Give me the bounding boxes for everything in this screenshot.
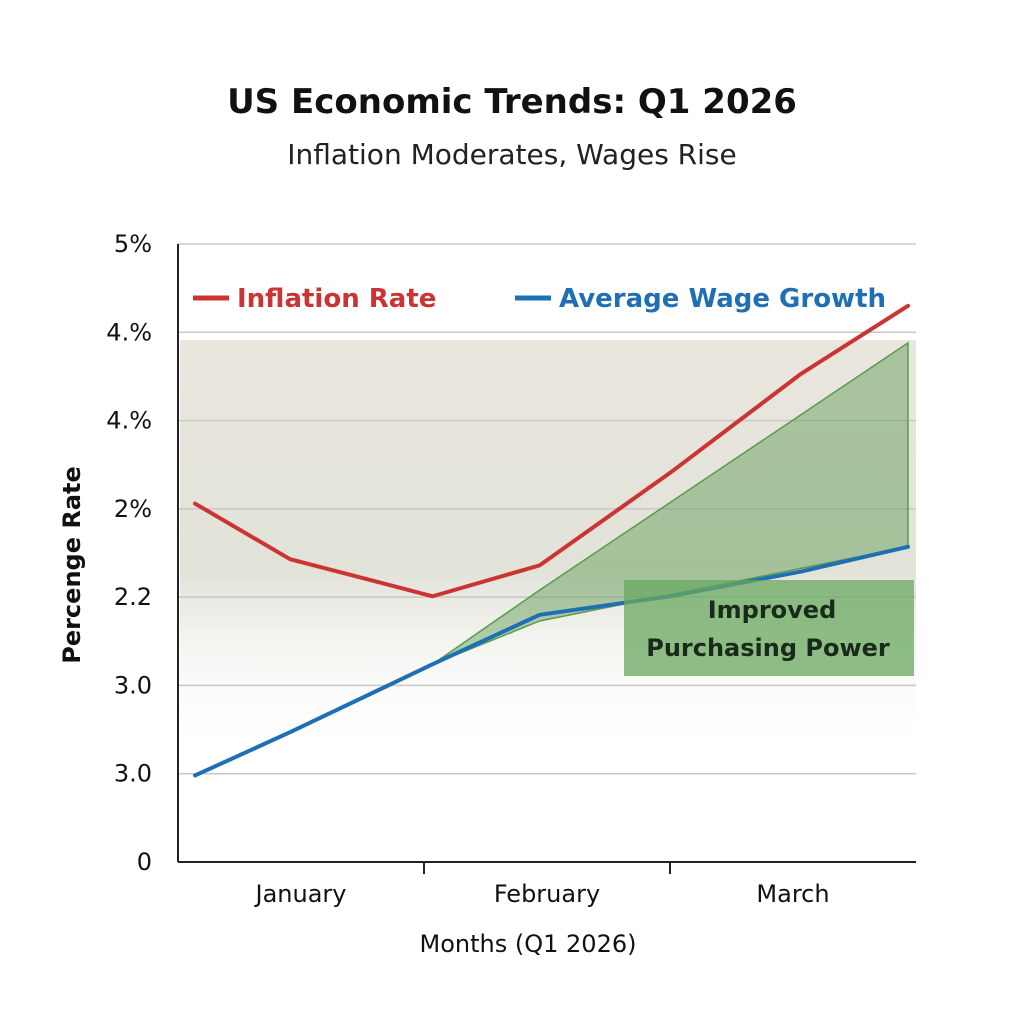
y-tick-label: 5% bbox=[114, 230, 152, 258]
axes bbox=[177, 244, 916, 874]
wage-growth-line bbox=[193, 544, 910, 778]
x-axis-title: Months (Q1 2026) bbox=[420, 930, 637, 958]
x-tick-label: February bbox=[494, 880, 600, 908]
y-tick-label: 2.2 bbox=[114, 583, 152, 611]
y-tick-label: 3.0 bbox=[114, 760, 152, 788]
annotation: Improved Purchasing Power bbox=[624, 580, 914, 676]
x-tick-label: March bbox=[756, 880, 829, 908]
y-tick-label: 0 bbox=[137, 848, 152, 876]
chart-subtitle: Inflation Moderates, Wages Rise bbox=[287, 138, 737, 171]
legend: Inflation Rate Average Wage Growth bbox=[193, 284, 886, 314]
annotation-line-2: Purchasing Power bbox=[646, 634, 890, 662]
y-tick-label: 2% bbox=[114, 495, 152, 523]
x-tick-label: January bbox=[254, 880, 347, 908]
legend-label: Average Wage Growth bbox=[559, 284, 886, 314]
axis-labels: 0 3.0 3.0 2.2 2% 4.% 4.% 5% January February March… bbox=[58, 230, 830, 958]
y-tick-label: 3.0 bbox=[114, 671, 152, 699]
y-tick-label: 4.% bbox=[106, 407, 152, 435]
chart-title: US Economic Trends: Q1 2026 bbox=[227, 82, 797, 122]
annotation-box bbox=[624, 580, 914, 676]
shaded-area bbox=[432, 341, 909, 665]
market-background-photo bbox=[180, 340, 916, 760]
y-axis-title: Percenge Rate bbox=[58, 466, 86, 664]
inflation-rate-line bbox=[193, 303, 910, 599]
legend-label: Inflation Rate bbox=[237, 284, 436, 314]
y-tick-label: 4.% bbox=[106, 318, 152, 346]
annotation-line-1: Improved bbox=[708, 596, 837, 624]
purchasing-power-area bbox=[432, 341, 909, 665]
series-lines bbox=[193, 303, 910, 778]
